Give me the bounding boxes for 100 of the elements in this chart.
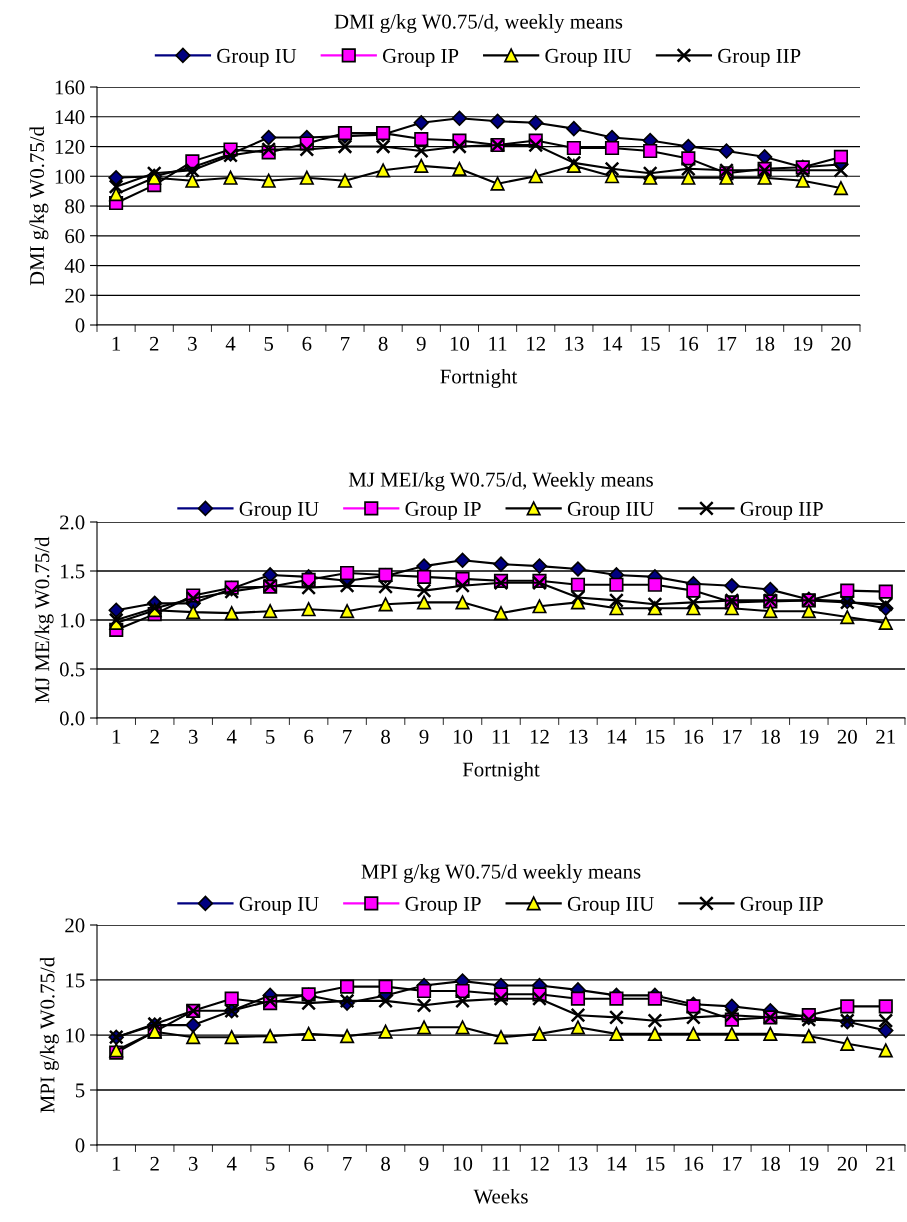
x-tick-label: 11 bbox=[492, 729, 510, 744]
x-tick-label: 18 bbox=[756, 336, 775, 351]
x-tick-label: 9 bbox=[419, 1156, 429, 1171]
x-tick-label: 13 bbox=[569, 729, 588, 744]
x-tick-label: 17 bbox=[723, 1156, 742, 1171]
x-tick-label: 6 bbox=[304, 729, 314, 744]
x-tick-label: 14 bbox=[607, 729, 627, 744]
x-tick-label: 12 bbox=[530, 729, 549, 744]
x-tick-label: 20 bbox=[831, 336, 851, 351]
y-tick-label: 0 bbox=[75, 318, 85, 333]
y-axis-title: DMI g/kg W0.75/d bbox=[29, 126, 49, 286]
legend-label: Group IU bbox=[239, 501, 319, 521]
x-tick-label: 7 bbox=[343, 729, 352, 744]
x-tick-label: 12 bbox=[530, 1156, 549, 1171]
legend-label: Group IP bbox=[405, 896, 481, 916]
x-tick-label: 2 bbox=[149, 336, 159, 351]
x-tick-label: 13 bbox=[565, 336, 584, 351]
x-axis-title: Fortnight bbox=[462, 761, 540, 781]
legend-label: Group IIP bbox=[740, 501, 823, 521]
x-tick-label: 14 bbox=[603, 336, 623, 351]
x-tick-label: 8 bbox=[381, 1156, 390, 1171]
x-tick-label: 4 bbox=[225, 336, 236, 351]
y-tick-label: 1.0 bbox=[60, 613, 85, 628]
x-tick-label: 8 bbox=[378, 336, 388, 351]
y-tick-label: 1.5 bbox=[60, 564, 85, 579]
y-tick-label: 60 bbox=[65, 229, 85, 244]
x-tick-label: 1 bbox=[112, 729, 121, 744]
x-tick-label: 19 bbox=[800, 729, 819, 744]
x-tick-label: 16 bbox=[684, 1156, 704, 1171]
x-tick-label: 10 bbox=[453, 1156, 473, 1171]
legend-label: Group IIP bbox=[740, 896, 823, 916]
y-tick-label: 140 bbox=[55, 110, 85, 125]
x-tick-label: 5 bbox=[266, 1156, 275, 1171]
y-tick-label: 0.0 bbox=[59, 711, 85, 726]
x-tick-label: 18 bbox=[761, 729, 780, 744]
x-tick-label: 9 bbox=[419, 729, 429, 744]
x-tick-label: 19 bbox=[800, 1156, 819, 1171]
y-tick-label: 5 bbox=[75, 1083, 85, 1098]
x-tick-label: 6 bbox=[302, 336, 312, 351]
legend-label: Group IP bbox=[382, 48, 459, 68]
y-tick-label: 120 bbox=[55, 139, 85, 154]
chart-title: MJ MEI/kg W0.75/d, Weekly means bbox=[348, 472, 653, 491]
x-tick-label: 11 bbox=[492, 1156, 510, 1171]
x-tick-label: 17 bbox=[723, 729, 742, 744]
y-tick-label: 15 bbox=[66, 973, 85, 988]
x-tick-label: 15 bbox=[646, 1156, 665, 1171]
x-tick-label: 19 bbox=[794, 336, 813, 351]
x-tick-label: 14 bbox=[607, 1156, 627, 1171]
x-tick-label: 15 bbox=[646, 729, 665, 744]
x-tick-label: 20 bbox=[837, 1156, 857, 1171]
x-tick-label: 16 bbox=[684, 729, 704, 744]
legend-label: Group IIU bbox=[567, 501, 654, 521]
y-tick-label: 80 bbox=[65, 199, 85, 214]
y-tick-label: 20 bbox=[65, 288, 85, 303]
legend-label: Group IU bbox=[239, 896, 319, 916]
x-tick-label: 21 bbox=[876, 729, 895, 744]
x-tick-label: 1 bbox=[112, 336, 121, 351]
x-tick-label: 2 bbox=[150, 729, 159, 744]
y-tick-label: 0 bbox=[75, 1138, 85, 1153]
x-tick-label: 17 bbox=[717, 336, 737, 351]
x-tick-label: 3 bbox=[188, 336, 197, 351]
x-tick-label: 8 bbox=[381, 729, 390, 744]
x-tick-label: 4 bbox=[226, 1156, 237, 1171]
x-tick-label: 12 bbox=[527, 336, 545, 351]
legend-label: Group IP bbox=[405, 501, 481, 521]
x-tick-label: 20 bbox=[837, 729, 857, 744]
y-tick-label: 2.0 bbox=[60, 515, 85, 530]
y-tick-label: 10 bbox=[66, 1028, 85, 1043]
x-tick-label: 5 bbox=[264, 336, 274, 351]
x-tick-label: 11 bbox=[489, 336, 507, 351]
legend-label: Group IU bbox=[217, 48, 297, 68]
y-tick-label: 0.5 bbox=[59, 662, 85, 677]
y-tick-label: 40 bbox=[64, 258, 85, 273]
x-tick-label: 1 bbox=[112, 1156, 121, 1171]
legend-label: Group IIP bbox=[718, 48, 801, 68]
x-axis-title: Weeks bbox=[473, 1188, 528, 1204]
chart-title: DMI g/kg W0.75/d, weekly means bbox=[334, 14, 623, 33]
y-tick-label: 20 bbox=[65, 918, 85, 933]
y-axis-title: MJ ME/kg W0.75/d bbox=[34, 536, 54, 703]
x-tick-label: 16 bbox=[679, 336, 699, 351]
x-tick-label: 15 bbox=[641, 336, 660, 351]
legend-label: Group IIU bbox=[567, 896, 654, 916]
x-tick-label: 2 bbox=[150, 1156, 159, 1171]
x-tick-label: 3 bbox=[188, 1156, 198, 1171]
x-tick-label: 18 bbox=[761, 1156, 780, 1171]
x-tick-label: 5 bbox=[266, 729, 275, 744]
x-tick-label: 9 bbox=[416, 336, 426, 351]
x-tick-label: 7 bbox=[341, 336, 350, 351]
x-axis-title: Fortnight bbox=[440, 368, 518, 388]
x-tick-label: 10 bbox=[450, 336, 470, 351]
x-tick-label: 4 bbox=[226, 729, 237, 744]
x-tick-label: 10 bbox=[453, 729, 473, 744]
x-tick-label: 3 bbox=[188, 729, 198, 744]
legend-label: Group IIU bbox=[545, 48, 632, 68]
x-tick-label: 21 bbox=[876, 1156, 895, 1171]
x-tick-label: 6 bbox=[304, 1156, 314, 1171]
y-tick-label: 160 bbox=[55, 80, 85, 95]
chart-title: MPI g/kg W0.75/d weekly means bbox=[361, 864, 641, 883]
y-axis-title: MPI g/kg W0.75/d bbox=[39, 957, 59, 1113]
y-tick-label: 100 bbox=[55, 169, 85, 184]
